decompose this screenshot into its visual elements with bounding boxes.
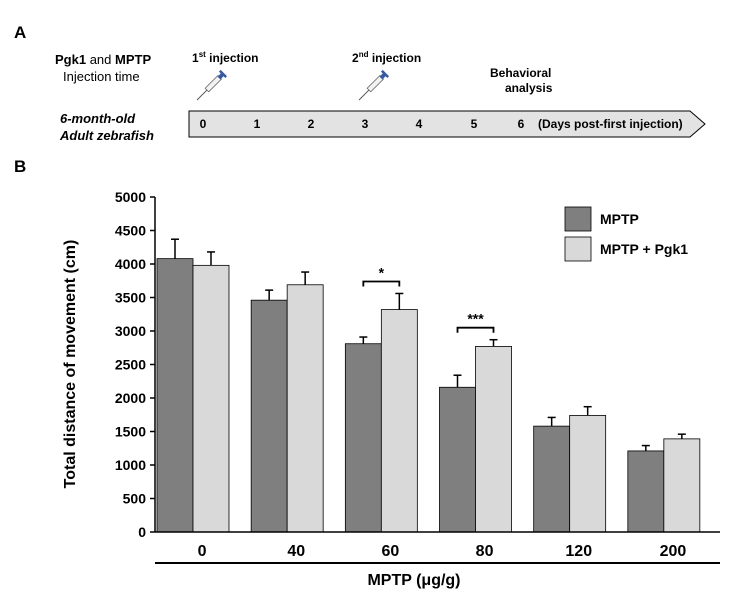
significance-bracket [362,280,401,287]
behavioral-label-line1: Behavioral [490,66,552,80]
bar-mptp-60 [344,343,382,533]
zebrafish-label: 6-month-old Adult zebrafish [60,110,154,144]
timeline-day-1: 1 [254,117,261,131]
first-injection-number: 1 [192,51,199,65]
y-tick-label: 0 [138,524,146,540]
bar-mptp-80 [439,386,476,533]
x-axis-label: MPTP (μg/g) [367,572,460,589]
bars [156,238,701,533]
x-tick-label-60: 60 [382,543,400,560]
second-injection-number: 2 [352,51,359,65]
bar-mptp-pgk1-40 [286,284,324,533]
x-axis: 0 40 60 80 120 200 [155,531,720,564]
first-injection-label: 1st injection [192,50,259,65]
y-tick-label: 4500 [115,223,146,239]
x-tick-label-0: 0 [198,543,207,560]
y-tick-label: 3500 [115,290,146,306]
x-tick-label-40: 40 [287,543,305,560]
zebrafish-age-label: 6-month-old [60,111,136,126]
y-tick-label: 500 [123,491,147,507]
syringe-icon [196,69,228,101]
legend-swatch-mptp [564,206,592,232]
x-tick-label-80: 80 [476,543,494,560]
days-axis-label: (Days post-first injection) [538,117,683,131]
legend-label-mptp: MPTP [600,211,639,227]
bar-mptp-120 [533,425,571,533]
bar-mptp-0 [156,258,194,533]
legend-label-mptp-pgk1: MPTP + Pgk1 [600,241,688,257]
panel-a-letter: A [14,23,27,42]
and-label: and [89,52,112,67]
first-injection-text: injection [209,51,259,65]
timeline-day-3: 3 [362,117,369,131]
legend-swatch-mptp-pgk1 [564,236,592,262]
first-injection-suffix: st [198,50,206,59]
bar-mptp-pgk1-200 [663,438,701,533]
timeline-days: 0 1 2 3 4 5 6 [200,117,525,131]
timeline-day-5: 5 [471,117,478,131]
significance-label: * [379,264,385,280]
injection-time-label: Injection time [63,69,140,84]
pgk1-label: Pgk1 [55,52,87,67]
y-tick-label: 4000 [115,256,146,272]
timeline-graphic: 0 1 2 3 4 5 6 (Days post-first injection) [188,69,706,138]
x-tick-label-120: 120 [565,543,592,560]
syringe-icon [358,69,390,101]
zebrafish-type-label: Adult zebrafish [60,128,154,143]
second-injection-text: injection [371,51,422,65]
panel-b-letter: B [14,157,27,176]
bar-mptp-pgk1-0 [192,264,230,533]
y-tick-label: 3000 [115,323,146,339]
bar-mptp-40 [250,299,288,533]
x-tick-label-200: 200 [660,543,687,560]
injection-legend-line1: Pgk1 and MPTP [55,52,151,67]
significance-label: *** [467,311,484,327]
y-axis-label: Total distance of movement (cm) [62,240,79,489]
y-tick-label: 5000 [115,189,146,205]
mptp-label: MPTP [115,52,152,67]
timeline-day-6: 6 [518,117,525,131]
syringes [196,69,390,101]
bar-mptp-200 [627,450,665,533]
y-tick-label: 1500 [115,424,146,440]
y-tick-label: 2000 [115,390,146,406]
timeline-day-2: 2 [308,117,315,131]
y-tick-label: 2500 [115,357,146,373]
bar-mptp-pgk1-60 [380,309,418,533]
significance-bracket [456,326,495,333]
y-tick-label: 1000 [115,457,146,473]
timeline-day-0: 0 [200,117,207,131]
y-axis: 0 500 1000 1500 2000 2500 3000 3500 4000 4500 5000 [115,189,156,540]
chart-legend: MPTP MPTP + Pgk1 [564,206,688,262]
second-injection-suffix: nd [358,50,369,59]
timeline-arrow [188,110,706,138]
bar-mptp-pgk1-80 [475,346,512,533]
second-injection-label: 2nd injection [352,50,421,65]
timeline-day-4: 4 [416,117,423,131]
behavioral-label-line2: analysis [505,81,553,95]
significance-markers: **** [362,264,495,333]
bar-mptp-pgk1-120 [569,415,607,533]
